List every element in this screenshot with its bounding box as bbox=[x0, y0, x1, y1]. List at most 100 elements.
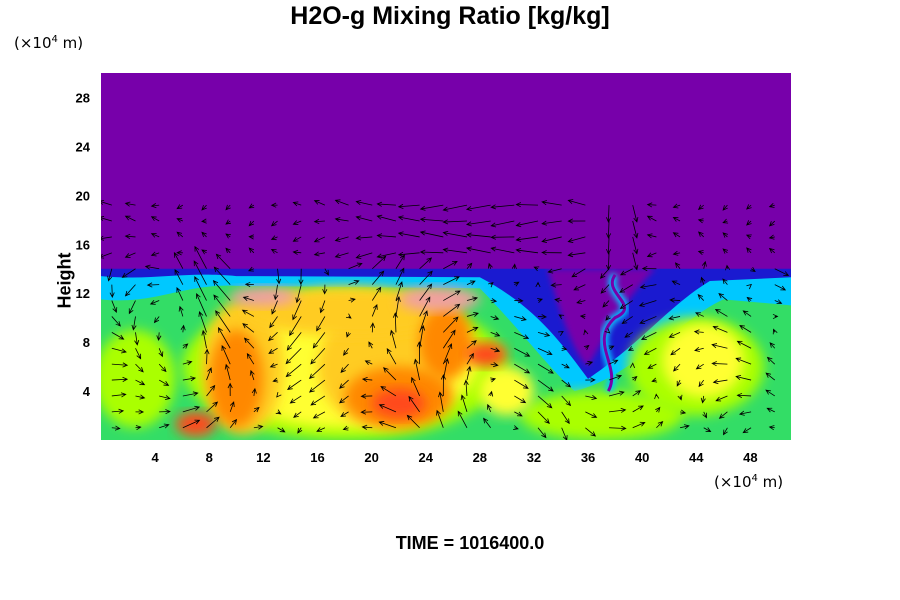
x-tick-label: 36 bbox=[581, 450, 595, 465]
wind-vector bbox=[316, 316, 326, 332]
wind-vector bbox=[514, 331, 530, 339]
wind-vector bbox=[583, 329, 589, 336]
wind-vector bbox=[746, 296, 753, 303]
wind-vector bbox=[334, 199, 349, 206]
wind-vector bbox=[514, 395, 527, 404]
wind-vector bbox=[244, 281, 254, 288]
wind-vector bbox=[490, 347, 501, 353]
wind-vector bbox=[585, 395, 598, 400]
wind-vector bbox=[537, 331, 551, 337]
x-axis-unit: (×104 m) bbox=[714, 473, 784, 491]
wind-vector bbox=[272, 377, 279, 383]
wind-vector bbox=[735, 357, 752, 365]
wind-vector bbox=[397, 231, 420, 238]
wind-vector bbox=[668, 315, 681, 321]
wind-vector bbox=[178, 305, 184, 317]
wind-vector bbox=[606, 252, 612, 271]
wind-vector bbox=[672, 232, 681, 238]
wind-vector bbox=[490, 220, 515, 228]
wind-vector bbox=[251, 387, 257, 397]
wind-vector bbox=[242, 296, 255, 302]
wind-vector bbox=[561, 363, 570, 369]
wind-vector bbox=[511, 263, 517, 270]
wind-vector bbox=[774, 299, 783, 305]
wind-vector bbox=[514, 363, 531, 374]
moisture-patch bbox=[175, 411, 216, 437]
wind-vector bbox=[695, 312, 704, 317]
wind-vector-field bbox=[101, 199, 790, 440]
wind-vector bbox=[313, 236, 326, 243]
wind-vector bbox=[324, 268, 329, 276]
wind-vector bbox=[101, 216, 112, 222]
wind-vector bbox=[442, 219, 467, 225]
wind-vector bbox=[774, 268, 790, 276]
wind-vector bbox=[159, 395, 171, 401]
y-tick-label: 16 bbox=[76, 237, 90, 252]
x-tick-label: 24 bbox=[418, 450, 433, 465]
wind-vector bbox=[243, 337, 255, 349]
wind-vector bbox=[348, 297, 356, 303]
wind-vector bbox=[515, 247, 539, 254]
wind-vector bbox=[158, 379, 170, 386]
wind-vector bbox=[672, 217, 681, 222]
wind-vector bbox=[643, 347, 657, 355]
wind-vector bbox=[176, 250, 183, 256]
wind-vector bbox=[413, 358, 421, 381]
wind-vector bbox=[608, 359, 619, 365]
wind-vector bbox=[215, 253, 231, 270]
wind-vector bbox=[355, 215, 373, 222]
y-tick-label: 4 bbox=[83, 384, 91, 399]
x-axis-ticks: 4 8 12 16 20 24 28 32 36 40 44 48 bbox=[152, 450, 758, 465]
wind-vector bbox=[150, 251, 160, 257]
wind-vector bbox=[703, 427, 712, 433]
wind-vector bbox=[158, 363, 167, 373]
wind-vector bbox=[772, 328, 778, 335]
wind-vector bbox=[339, 379, 349, 389]
wind-vector bbox=[466, 340, 477, 349]
wind-vector bbox=[558, 331, 564, 336]
wind-vector bbox=[173, 251, 184, 269]
wind-vector bbox=[180, 324, 186, 333]
y-tick-label: 8 bbox=[83, 335, 90, 350]
wind-vector bbox=[573, 284, 586, 291]
wind-vector bbox=[378, 404, 397, 413]
wind-vector bbox=[182, 419, 201, 429]
wind-vector bbox=[624, 332, 633, 338]
wind-vector bbox=[537, 347, 553, 356]
wind-vector bbox=[541, 220, 562, 226]
wind-vector bbox=[668, 331, 681, 338]
wind-vector bbox=[488, 281, 494, 288]
wind-vector bbox=[248, 247, 255, 254]
wind-vector bbox=[150, 203, 160, 209]
wind-vector bbox=[605, 315, 611, 321]
wind-vector bbox=[632, 390, 642, 397]
wind-vector bbox=[270, 235, 278, 241]
wind-vector bbox=[600, 284, 610, 294]
wind-vector bbox=[488, 390, 494, 397]
wind-vector bbox=[292, 220, 302, 225]
wind-vector bbox=[677, 394, 683, 401]
wind-vector bbox=[608, 407, 627, 413]
wind-vector bbox=[128, 300, 136, 315]
wind-vector bbox=[201, 329, 207, 349]
wind-vector bbox=[131, 316, 137, 331]
wind-vector bbox=[606, 205, 612, 223]
wind-vector bbox=[722, 232, 729, 238]
wind-vector bbox=[711, 361, 728, 367]
wind-vector bbox=[150, 216, 160, 222]
wind-vector bbox=[722, 204, 728, 211]
wind-vector bbox=[550, 282, 562, 288]
wind-vector bbox=[342, 425, 349, 431]
wind-vector bbox=[249, 369, 255, 381]
wind-vector bbox=[639, 316, 657, 324]
wind-vector bbox=[774, 284, 787, 291]
wind-vector bbox=[646, 215, 657, 222]
wind-vector bbox=[111, 376, 129, 382]
wind-vector bbox=[768, 234, 775, 240]
wind-vector bbox=[466, 280, 476, 286]
wind-vector bbox=[619, 300, 633, 310]
wind-vector bbox=[338, 395, 349, 404]
wind-vector bbox=[490, 246, 515, 254]
wind-vector bbox=[292, 300, 302, 321]
wind-vector bbox=[697, 204, 704, 210]
